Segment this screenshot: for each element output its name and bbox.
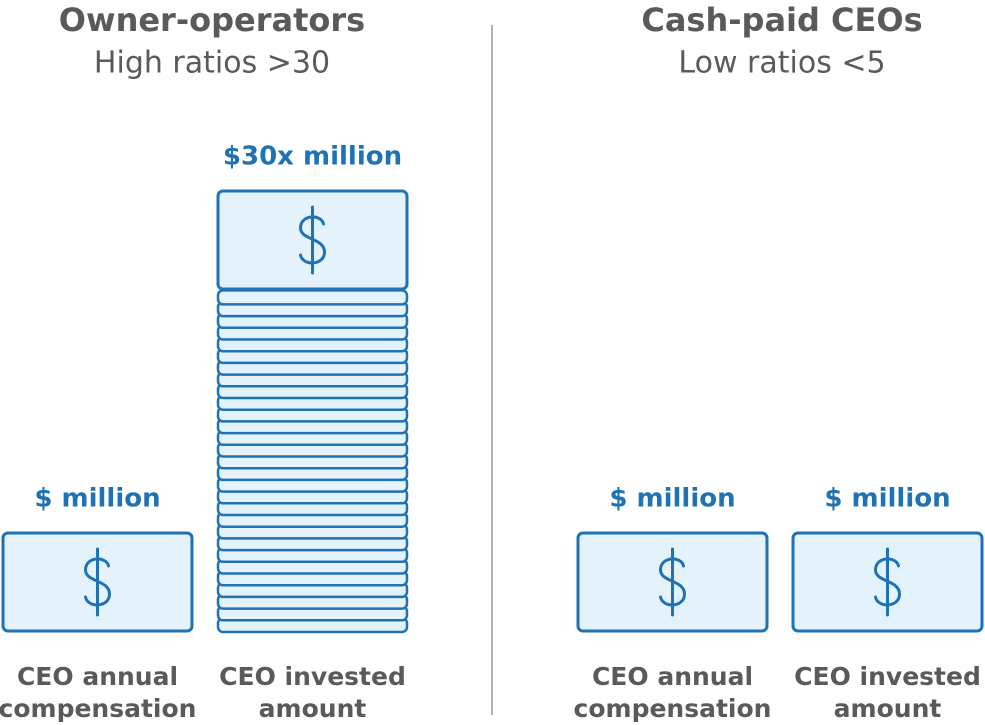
item-label: CEO annual [17,662,178,691]
dollar-icon [873,547,902,617]
panel-subtitle: Low ratios <5 [678,46,885,81]
item-label: CEO annual [592,662,753,691]
item-label: CEO invested [794,662,981,691]
bill-stack-layer [216,289,409,306]
item-label: compensation [574,694,772,723]
amount-label: $ million [609,484,735,514]
panel-title: Owner-operators [59,1,365,39]
amount-label: $ million [824,484,950,514]
item-label: compensation [0,694,196,723]
panel-subtitle: High ratios >30 [94,46,330,81]
dollar-icon [658,547,687,617]
dollar-icon [83,547,112,617]
dollar-icon [298,205,327,275]
item-label: amount [834,694,942,723]
amount-label: $ million [34,484,160,514]
item-label: amount [259,694,367,723]
item-label: CEO invested [219,662,406,691]
amount-label: $30x million [223,142,402,172]
panel-title: Cash-paid CEOs [641,1,922,39]
